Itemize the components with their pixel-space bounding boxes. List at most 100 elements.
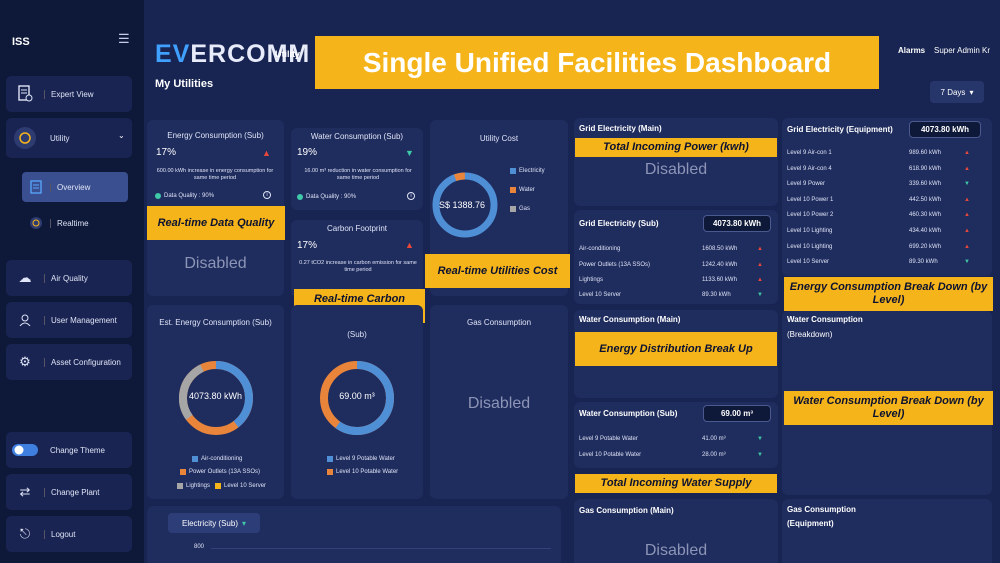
row-value: 434.40 kWh (909, 228, 942, 234)
sidebar-item-label: Utility (50, 133, 70, 143)
water-consumption-card: Water Consumption (Sub) 19% ▼ 16.00 m³ r… (291, 128, 423, 210)
disabled-text: Disabled (184, 255, 247, 272)
row-name: Level 10 Server (579, 292, 622, 298)
annotation-total-incoming-power: Total Incoming Power (kwh) (575, 138, 777, 157)
cloud-icon: ☁ (18, 270, 32, 285)
electricity-selector[interactable]: Electricity (Sub) ▾ (168, 513, 260, 533)
legend-air-conditioning: Air-conditioning (192, 456, 242, 462)
est-energy-card: Est. Energy Consumption (Sub) 4073.80 kW… (147, 305, 284, 499)
legend-lightings: Lightings (177, 483, 210, 489)
sidebar-item-utility[interactable]: Utility ⌄ (6, 118, 132, 158)
sidebar-item-expert-view[interactable]: Expert View (6, 76, 132, 112)
sidebar-item-logout[interactable]: ⎋ Logout (6, 516, 132, 552)
gear-icon: ⚙ (19, 354, 31, 369)
sidebar-item-overview[interactable]: Overview (22, 172, 128, 202)
row-name: Level 10 Power 2 (787, 212, 834, 219)
electricity-selector-label: Electricity (Sub) (181, 518, 238, 528)
user-name[interactable]: Super Admin Kr (934, 46, 991, 55)
grid-electricity-main-card: Grid Electricity (Main) Disabled (574, 118, 778, 206)
date-range-select[interactable]: 7 Days ▾ (930, 81, 984, 103)
row-name: Level 10 Potable Water (579, 452, 642, 458)
card-title: Utility Cost (479, 134, 519, 143)
annotation-utilities-cost: Real-time Utilities Cost (425, 254, 570, 288)
annotation-data-quality: Real-time Data Quality (147, 206, 285, 240)
trend-up-icon: ▲ (964, 150, 970, 156)
trend-down-icon: ▼ (405, 148, 414, 158)
card-title: Water Consumption (Sub) (579, 409, 678, 418)
ring-air-conditioning (179, 361, 253, 435)
row-name: Level 9 Power (787, 181, 826, 188)
legend-level10-server: Level 10 Server (215, 483, 266, 489)
row-value: 442.50 kWh (909, 196, 942, 203)
data-quality: Data Quality : 90% (164, 193, 215, 199)
trend-up-icon: ▲ (757, 246, 763, 252)
status-dot-icon (297, 194, 303, 200)
row-value: 1242.40 kWh (702, 262, 738, 268)
grid-electricity-sub-card: Grid Electricity (Sub) 4073.80 kWh Air-c… (574, 210, 778, 304)
sidebar-item-air-quality[interactable]: ☁ Air Quality (6, 260, 132, 296)
est-energy-value: 4073.80 kWh (188, 391, 243, 401)
sidebar-item-label: User Management (44, 315, 117, 325)
data-quality: Data Quality : 90% (306, 194, 357, 200)
legend-level10-water: Level 10 Potable Water (327, 469, 398, 475)
toggle-icon[interactable] (6, 444, 44, 456)
caret-down-icon: ▾ (969, 87, 974, 97)
ring-level9-water (320, 361, 394, 435)
swap-icon: ⇄ (19, 484, 31, 499)
row-name: Level 10 Lighting (787, 243, 833, 250)
gas-consumption-card: Gas Consumption Disabled (430, 305, 568, 499)
change-note: 0.27 tCO2 increase in carbon emission fo… (299, 260, 417, 273)
sidebar-item-user-management[interactable]: User Management (6, 302, 132, 338)
row-name: Level 9 Potable Water (579, 436, 638, 442)
brand-label: ISS (12, 36, 30, 48)
row-value: 699.20 kWh (909, 243, 942, 250)
info-icon[interactable]: i (407, 192, 415, 200)
trend-up-icon: ▲ (757, 262, 763, 268)
alarms-link[interactable]: Alarms (898, 46, 926, 55)
card-title: Grid Electricity (Sub) (579, 219, 659, 228)
trend-up-icon: ▲ (964, 165, 970, 172)
realtime-icon (22, 216, 50, 230)
sidebar-item-label: Asset Configuration (44, 357, 121, 367)
trend-up-icon: ▲ (405, 240, 414, 250)
disabled-text: Disabled (644, 542, 708, 559)
sidebar-item-label: Logout (44, 529, 75, 539)
percent-change: 17% (156, 147, 177, 158)
sidebar-item-change-plant[interactable]: ⇄ Change Plant (6, 474, 132, 510)
annotation-energy-distribution: Energy Distribution Break Up (575, 332, 777, 366)
user-icon (6, 314, 44, 326)
trend-up-icon: ▲ (964, 212, 970, 219)
trend-down-icon: ▼ (964, 181, 970, 188)
est-water-ring (320, 361, 394, 435)
carbon-footprint-card: Carbon Footprint 17% ▲ 0.27 tCO2 increas… (291, 220, 423, 298)
legend-water: Water (510, 187, 535, 193)
legend-electricity: Electricity (510, 168, 545, 174)
date-range-value: 7 Days (940, 87, 966, 97)
card-title: Energy Consumption (Sub) (167, 131, 264, 140)
card-title: Water Consumption (787, 315, 863, 324)
row-value: 339.60 kWh (909, 181, 942, 188)
annotation-water-supply: Total Incoming Water Supply (575, 474, 777, 493)
headline-banner: Single Unified Facilities Dashboard (315, 36, 879, 89)
sidebar-item-change-theme[interactable]: Change Theme (6, 432, 132, 468)
hamburger-icon[interactable]: ☰ (118, 31, 130, 46)
chevron-down-icon: ⌄ (118, 131, 125, 140)
status-dot-icon (155, 193, 161, 199)
card-title: Water Consumption (Main) (579, 315, 681, 324)
card-title: Est. Energy Consumption (Sub) (159, 318, 272, 327)
info-icon[interactable]: i (263, 191, 271, 199)
row-value: 1133.60 kWh (702, 277, 737, 283)
sidebar-item-label: Change Theme (50, 445, 105, 455)
row-value: 989.60 kWh (909, 150, 942, 156)
trend-up-icon: ▲ (964, 196, 970, 203)
sidebar-item-realtime[interactable]: Realtime (22, 208, 128, 238)
row-value: 89.30 kWh (909, 259, 938, 266)
trend-down-icon: ▼ (757, 292, 763, 298)
row-name: Power Outlets (13A SSOs) (579, 262, 651, 268)
sidebar-item-asset-configuration[interactable]: ⚙ Asset Configuration (6, 344, 132, 380)
ring-lightings (179, 361, 253, 435)
sidebar-item-label: Realtime (50, 218, 89, 228)
card-subtitle: (Equipment) (787, 519, 834, 528)
utility-cost-ring (432, 172, 498, 238)
card-title: Gas Consumption (787, 505, 856, 514)
